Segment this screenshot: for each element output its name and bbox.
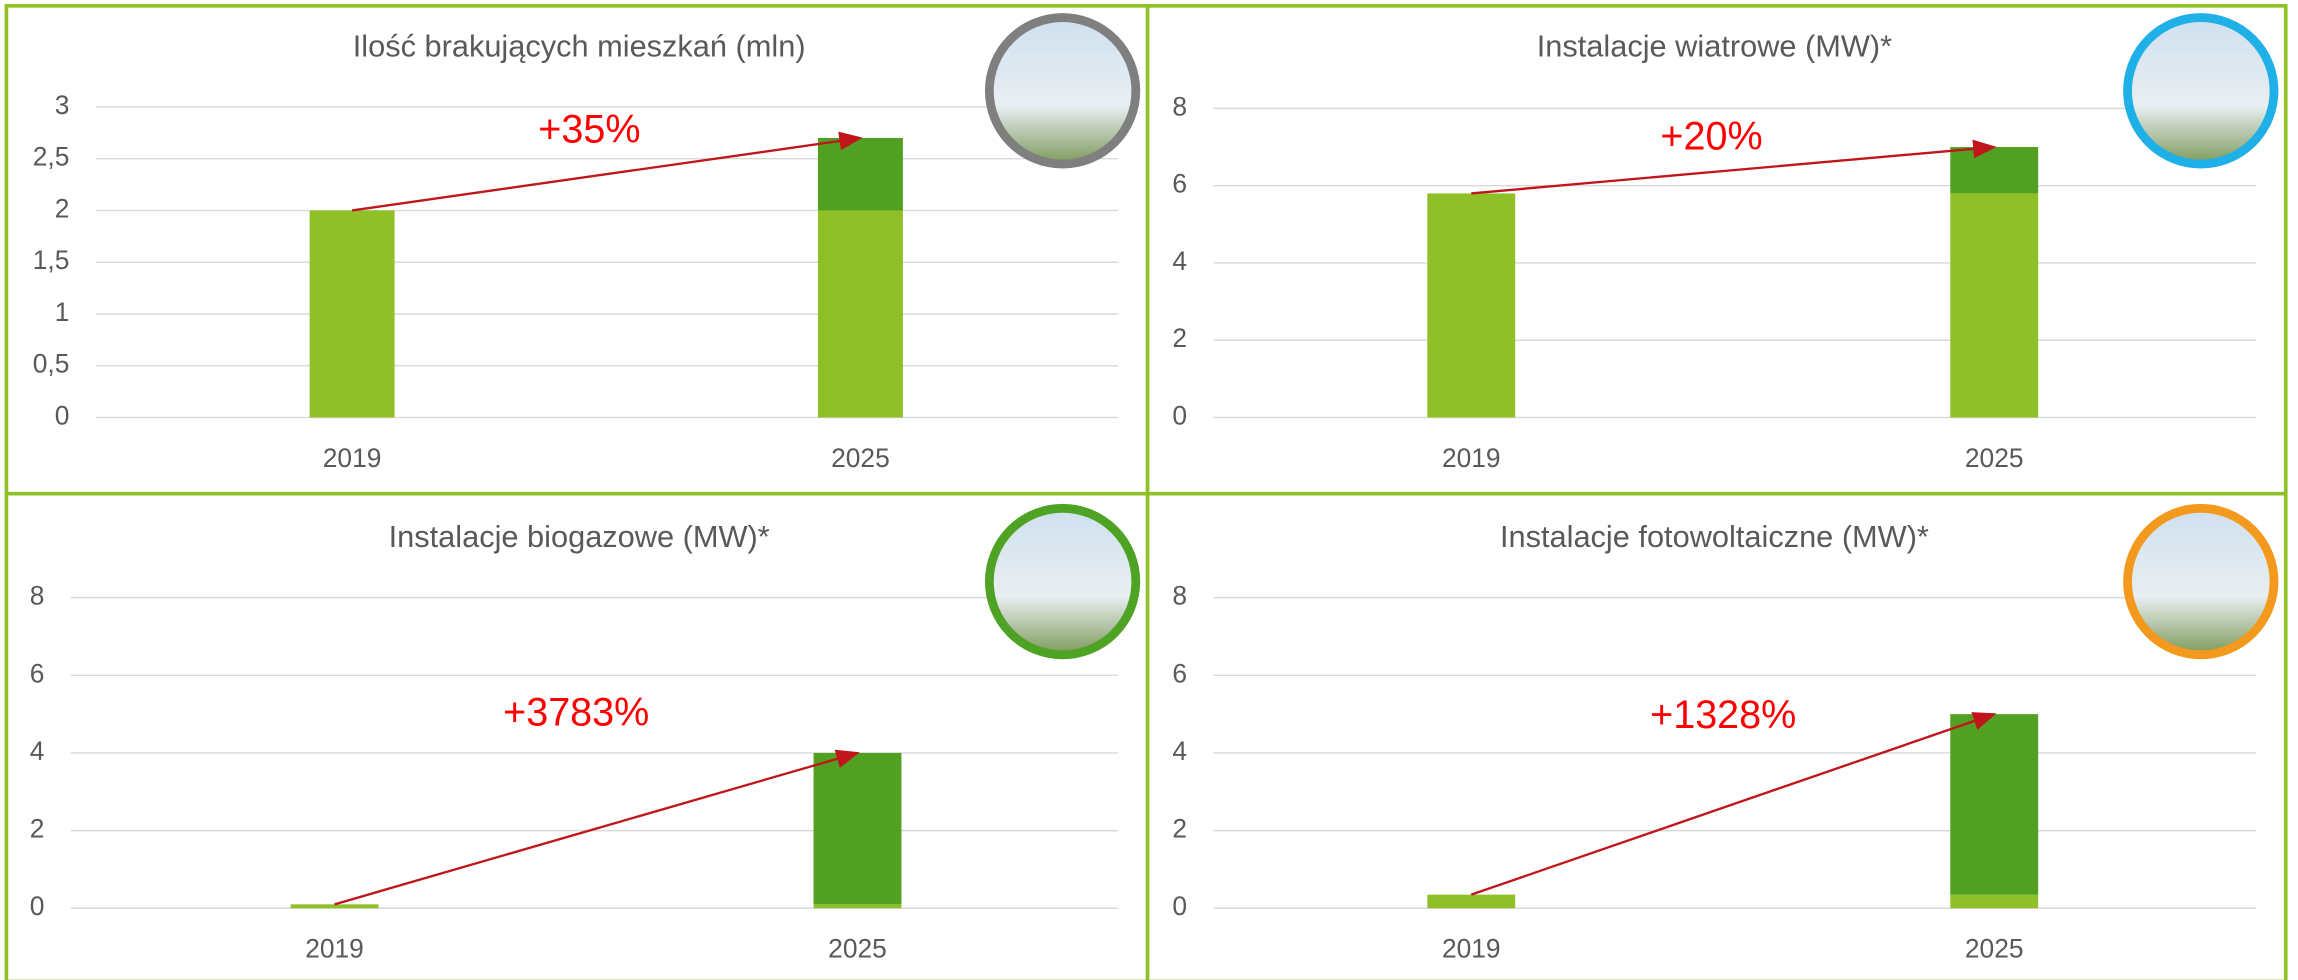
bar-segment bbox=[1950, 193, 2038, 417]
dashboard: Ilość brakujących mieszkań (mln) 0 0,5 1 1,5… bbox=[0, 0, 2298, 980]
y-tick-label: 0 bbox=[30, 891, 45, 921]
y-tick-label: 8 bbox=[1172, 91, 1187, 121]
bar-segment bbox=[310, 210, 395, 417]
y-tick-label: 4 bbox=[30, 736, 45, 766]
y-tick-label: 6 bbox=[1172, 658, 1187, 688]
bar-segment bbox=[1427, 193, 1515, 417]
y-tick-label: 2 bbox=[30, 814, 45, 844]
x-tick-label: 2025 bbox=[828, 934, 887, 964]
photo bbox=[2128, 508, 2274, 654]
annotation: +20% bbox=[1660, 115, 1762, 159]
y-tick-label: 8 bbox=[1172, 581, 1187, 611]
x-tick-label: 2019 bbox=[323, 443, 382, 473]
annotation: +3783% bbox=[503, 690, 649, 734]
annotation: +35% bbox=[538, 107, 640, 151]
chart-title: Ilość brakujących mieszkań (mln) bbox=[353, 28, 806, 63]
bar-segment bbox=[814, 753, 902, 904]
y-tick-label: 4 bbox=[1172, 736, 1187, 766]
bar-segment bbox=[814, 904, 902, 908]
y-tick-label: 3 bbox=[55, 90, 70, 120]
chart-title: Instalacje fotowoltaiczne (MW)* bbox=[1500, 519, 1929, 554]
y-tick-label: 0 bbox=[1172, 891, 1187, 921]
x-tick-label: 2025 bbox=[1965, 443, 2024, 473]
y-tick-label: 1 bbox=[55, 297, 70, 327]
y-tick-label: 2 bbox=[55, 193, 70, 223]
y-tick-label: 6 bbox=[1172, 169, 1187, 199]
chart-title: Instalacje wiatrowe (MW)* bbox=[1537, 28, 1892, 63]
x-tick-label: 2019 bbox=[305, 934, 364, 964]
bar-segment bbox=[291, 904, 379, 908]
x-tick-label: 2019 bbox=[1442, 934, 1501, 964]
y-tick-label: 2 bbox=[1172, 814, 1187, 844]
bar-segment bbox=[1950, 714, 2038, 895]
annotation: +1328% bbox=[1650, 693, 1796, 737]
bar-segment bbox=[1427, 895, 1515, 909]
y-tick-label: 1,5 bbox=[33, 245, 70, 275]
y-tick-label: 0,5 bbox=[33, 349, 70, 379]
y-tick-label: 4 bbox=[1172, 246, 1187, 276]
y-tick-label: 2 bbox=[1172, 323, 1187, 353]
bar-segment bbox=[1950, 147, 2038, 193]
chart-title: Instalacje biogazowe (MW)* bbox=[389, 519, 770, 554]
bar-segment bbox=[1950, 895, 2038, 909]
x-tick-label: 2025 bbox=[831, 443, 890, 473]
y-tick-label: 8 bbox=[30, 581, 45, 611]
growth-arrow bbox=[1471, 714, 1994, 895]
photo bbox=[2128, 18, 2274, 164]
bar-segment bbox=[818, 210, 903, 417]
y-tick-label: 0 bbox=[55, 400, 70, 430]
y-tick-label: 0 bbox=[1172, 400, 1187, 430]
y-tick-label: 6 bbox=[30, 658, 45, 688]
y-tick-label: 2,5 bbox=[33, 142, 70, 172]
bar-segment bbox=[818, 138, 903, 210]
x-tick-label: 2025 bbox=[1965, 934, 2024, 964]
photo bbox=[989, 18, 1135, 164]
photo bbox=[989, 508, 1135, 654]
x-tick-label: 2019 bbox=[1442, 443, 1501, 473]
growth-arrow bbox=[335, 753, 858, 904]
